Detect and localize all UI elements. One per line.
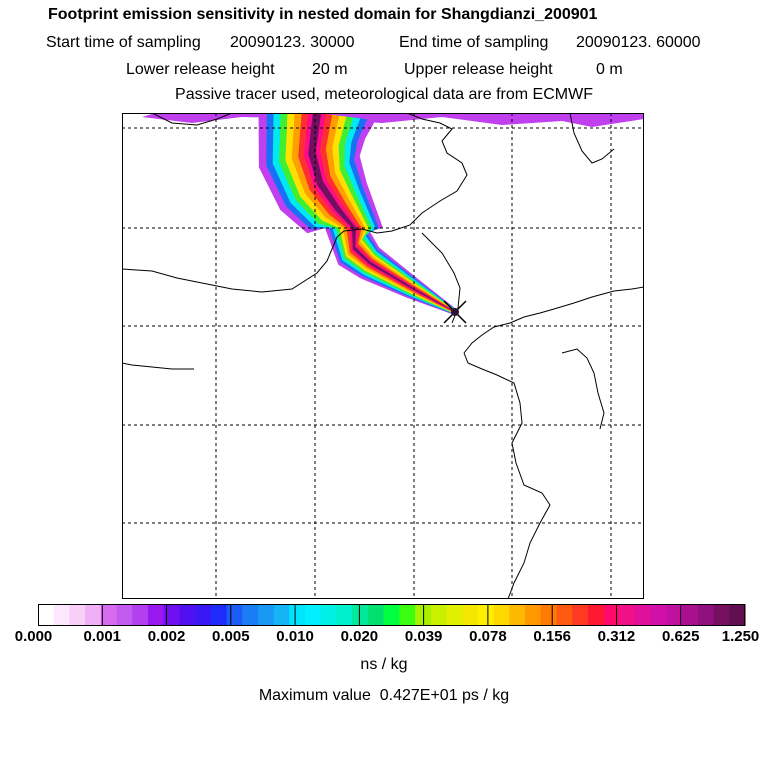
maximum-value: Maximum value 0.427E+01 ps / kg xyxy=(0,687,768,705)
colorbar-tick-label: 0.002 xyxy=(147,628,186,645)
map-background xyxy=(122,113,644,599)
colorbar-cells xyxy=(38,604,746,626)
colorbar-cell xyxy=(116,604,133,626)
colorbar-cell xyxy=(38,604,55,626)
colorbar-tick-label: 0.156 xyxy=(533,628,571,645)
colorbar-cell xyxy=(462,604,479,626)
colorbar-units: ns / kg xyxy=(360,656,408,673)
colorbar-cell xyxy=(257,604,275,626)
colorbar-cell xyxy=(603,604,620,626)
colorbar-cell xyxy=(226,604,243,626)
plot-title: Footprint emission sensitivity in nested… xyxy=(48,6,598,23)
colorbar-cell xyxy=(572,604,589,626)
colorbar-cell xyxy=(650,604,668,626)
colorbar-cell xyxy=(179,604,196,626)
colorbar-cell xyxy=(540,604,558,626)
colorbar-cell xyxy=(132,604,149,626)
colorbar-cell xyxy=(305,604,322,626)
footprint-map xyxy=(122,113,644,599)
colorbar-cell xyxy=(367,604,385,626)
colorbar-cell xyxy=(666,604,683,626)
colorbar-cell xyxy=(85,604,102,626)
colorbar-cell xyxy=(147,604,165,626)
colorbar-cell xyxy=(399,604,416,626)
plume-layer xyxy=(142,113,644,315)
maximum-value-number: 0.427E+01 ps / kg xyxy=(379,687,510,704)
upper-height-label: Upper release height xyxy=(404,61,553,78)
colorbar-cell xyxy=(713,604,730,626)
colorbar-cell xyxy=(53,604,71,626)
colorbar-cell xyxy=(430,604,448,626)
colorbar-tick-label: 0.625 xyxy=(661,628,700,645)
colorbar-cell xyxy=(556,604,573,626)
colorbar-tick-label: 0.312 xyxy=(597,628,636,645)
plume-band xyxy=(291,113,456,313)
end-time-value: 20090123. 60000 xyxy=(576,34,701,51)
map-frame xyxy=(122,113,644,599)
grid-lines xyxy=(122,113,644,599)
start-time-label: Start time of sampling xyxy=(46,34,201,51)
colorbar-tick-label: 0.010 xyxy=(276,628,314,645)
colorbar-cell xyxy=(163,604,180,626)
colorbar-cell xyxy=(509,604,526,626)
colorbar-cell xyxy=(289,604,306,626)
colorbar-cell xyxy=(493,604,510,626)
colorbar-cell xyxy=(195,604,212,626)
colorbar-tick-label: 0.039 xyxy=(404,628,443,645)
colorbar-cell xyxy=(320,604,338,626)
colorbar-tick-label: 0.020 xyxy=(340,628,379,645)
colorbar-tick-label: 1.250 xyxy=(721,628,760,645)
colorbar-tick-label: 0.000 xyxy=(14,628,53,645)
colorbar-tick-label: 0.001 xyxy=(83,628,122,645)
colorbar-cell xyxy=(383,604,400,626)
colorbar-cell xyxy=(525,604,542,626)
colorbar-cell xyxy=(242,604,259,626)
colorbar-cell xyxy=(635,604,652,626)
colorbar xyxy=(38,604,746,626)
end-time-label: End time of sampling xyxy=(399,34,549,51)
receptor-marker xyxy=(443,300,467,324)
colorbar-tick-label: 0.005 xyxy=(212,628,250,645)
colorbar-cell xyxy=(446,604,463,626)
plot-subtitle: Passive tracer used, meteorological data… xyxy=(175,86,593,103)
lower-height-value: 20 m xyxy=(312,61,348,78)
colorbar-cell xyxy=(69,604,86,626)
colorbar-frame xyxy=(38,604,745,626)
colorbar-cell xyxy=(273,604,290,626)
colorbar-cell xyxy=(336,604,353,626)
upper-height-value: 0 m xyxy=(596,61,623,78)
colorbar-cell xyxy=(729,604,746,626)
colorbar-cell xyxy=(100,604,118,626)
plume-band xyxy=(304,113,456,313)
colorbar-cell xyxy=(587,604,605,626)
colorbar-cell xyxy=(210,604,228,626)
colorbar-tick-label: 0.078 xyxy=(469,628,507,645)
start-time-value: 20090123. 30000 xyxy=(230,34,355,51)
colorbar-cell xyxy=(697,604,715,626)
lower-height-label: Lower release height xyxy=(126,61,275,78)
colorbar-cell xyxy=(352,604,369,626)
maximum-value-label: Maximum value xyxy=(258,687,371,704)
colorbar-cell xyxy=(477,604,495,626)
plume-band xyxy=(308,113,456,313)
colorbar-cell xyxy=(619,604,636,626)
colorbar-cell xyxy=(682,604,699,626)
